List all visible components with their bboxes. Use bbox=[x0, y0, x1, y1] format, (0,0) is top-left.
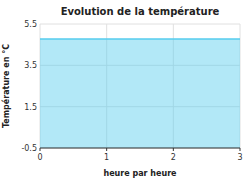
line bbox=[40, 38, 240, 40]
plot-area bbox=[40, 39, 240, 148]
chart-container: 0 1 2 3 -0.5 1.5 3.5 5.5 Evolution de la tempéra… bbox=[0, 0, 250, 188]
x-tick-label: 3 bbox=[237, 153, 242, 162]
y-tick-label: 1.5 bbox=[24, 103, 37, 112]
x-axis-label: heure par heure bbox=[103, 169, 177, 178]
y-grid-line bbox=[40, 24, 240, 25]
x-axis-line bbox=[40, 148, 240, 149]
x-tick-label: 2 bbox=[171, 153, 176, 162]
y-tick-label: -0.5 bbox=[21, 144, 37, 153]
x-tick-label: 0 bbox=[37, 153, 42, 162]
x-tick bbox=[173, 148, 174, 151]
title: Evolution de la température bbox=[61, 6, 220, 17]
y-tick-label: 3.5 bbox=[24, 61, 37, 70]
chart: 0 1 2 3 -0.5 1.5 3.5 5.5 Evolution de la tempéra… bbox=[0, 0, 250, 188]
y-tick-label: 5.5 bbox=[24, 20, 37, 29]
y-axis-label: Température en °C bbox=[1, 44, 11, 128]
x-tick-label: 1 bbox=[104, 153, 109, 162]
grid bbox=[40, 24, 240, 148]
x-tick bbox=[106, 148, 107, 151]
y-grid-line bbox=[40, 148, 240, 149]
area bbox=[40, 39, 240, 148]
x-tick bbox=[40, 148, 41, 151]
x-tick bbox=[240, 148, 241, 151]
